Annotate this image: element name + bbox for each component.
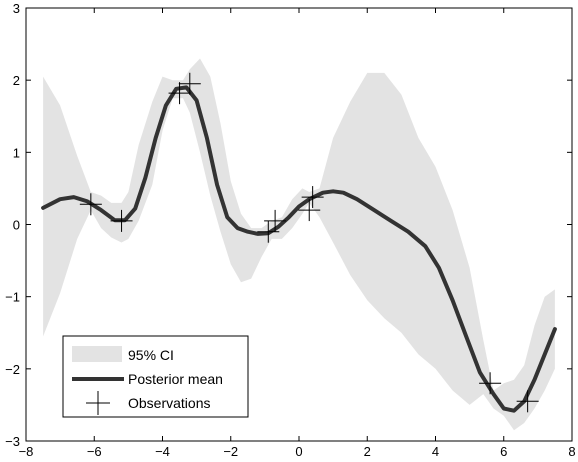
x-tick-label: 4 — [432, 444, 439, 459]
observation-point — [301, 186, 324, 209]
legend-label-observations: Observations — [128, 395, 210, 411]
observation-point — [178, 72, 201, 95]
y-tick-label: 3 — [13, 1, 20, 16]
x-tick-label: 2 — [364, 444, 371, 459]
y-tick-label: 2 — [13, 73, 20, 88]
x-tick-label: −4 — [155, 444, 170, 459]
observation-point — [168, 82, 191, 105]
y-tick-label: 1 — [13, 145, 20, 160]
legend-label-mean: Posterior mean — [128, 371, 223, 387]
mean-line-layer — [41, 85, 557, 413]
legend: 95% CI Posterior mean Observations — [62, 335, 249, 418]
observation-point — [79, 193, 102, 216]
y-tick-label: −2 — [5, 362, 20, 377]
x-tick-label: −6 — [87, 444, 102, 459]
x-tick-label: −8 — [19, 444, 34, 459]
observation-point — [264, 209, 287, 232]
legend-swatch-observation-marker — [86, 391, 110, 415]
observation-point — [298, 199, 321, 222]
observation-point — [110, 209, 133, 232]
ci-band-layer — [43, 58, 555, 431]
x-tick-label: 6 — [500, 444, 507, 459]
legend-label-ci: 95% CI — [128, 347, 174, 363]
ci-band — [43, 58, 555, 431]
observation-point — [516, 390, 539, 413]
posterior-mean-line — [41, 85, 557, 413]
legend-swatch-ci-band — [72, 346, 122, 362]
y-tick-label: −3 — [5, 434, 20, 449]
y-tick-label: 0 — [13, 218, 20, 233]
axis-ticks-layer: −8 −6 −4 −2 0 2 4 6 8 −3 −2 −1 0 1 2 3 — [5, 1, 575, 459]
observation-point — [257, 220, 280, 243]
x-tick-label: −2 — [223, 444, 238, 459]
x-tick-label: 0 — [295, 444, 302, 459]
observation-markers-layer — [79, 72, 539, 413]
observation-point — [479, 372, 502, 395]
x-tick-label: 8 — [568, 444, 575, 459]
y-tick-label: −1 — [5, 290, 20, 305]
